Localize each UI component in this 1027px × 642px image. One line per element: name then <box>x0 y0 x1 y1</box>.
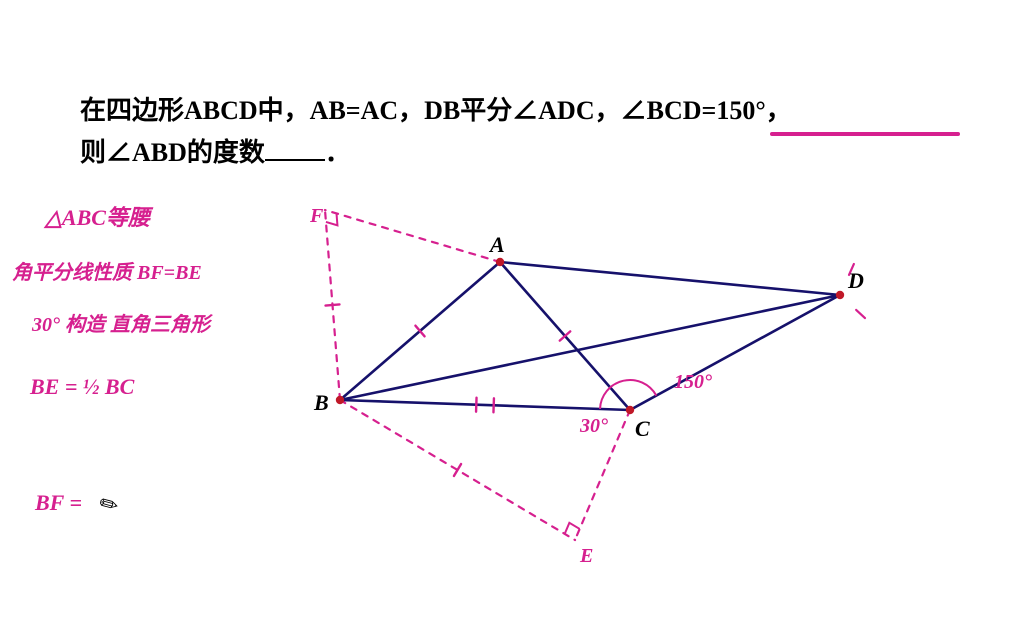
problem-line2-pre: 则∠ABD的度数 <box>80 138 265 167</box>
svg-text:150°: 150° <box>674 371 712 393</box>
svg-text:A: A <box>488 232 505 257</box>
note-3: 30° 构造 直角三角形 <box>32 308 210 337</box>
note-5: BF = <box>35 490 82 516</box>
problem-line2-post: ． <box>325 138 351 167</box>
svg-text:C: C <box>635 416 650 441</box>
svg-text:B: B <box>313 390 329 415</box>
answer-blank <box>265 159 325 161</box>
svg-text:30°: 30° <box>579 415 608 437</box>
problem-line1: 在四边形ABCD中，AB=AC，DB平分∠ADC，∠BCD=150°， <box>80 96 792 125</box>
note-4: BE = ½ BC <box>30 374 134 400</box>
note-2: 角平分线性质 BF=BE <box>12 256 202 285</box>
svg-text:E: E <box>579 545 593 567</box>
svg-text:F: F <box>309 205 324 227</box>
note-4-rhs: ½ BC <box>83 374 134 399</box>
svg-text:D: D <box>847 268 864 293</box>
geometry-diagram: A B C D E F 150° 30° <box>280 200 920 600</box>
note-1: △ABC等腰 <box>45 200 150 232</box>
pencil-icon: ✎ <box>95 489 124 521</box>
emphasis-underline <box>770 132 960 136</box>
note-4-lhs: BE = <box>30 374 77 399</box>
